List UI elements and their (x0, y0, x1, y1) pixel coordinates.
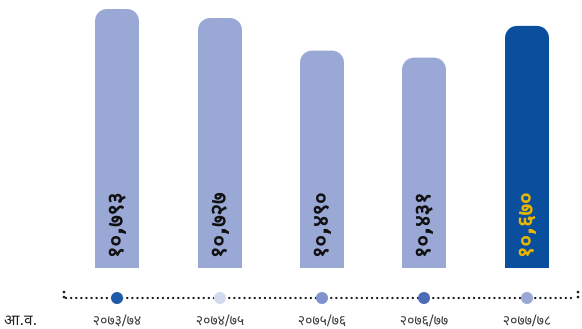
bar-0 (95, 8, 139, 269)
x-tick-label-2: २०७५/७६ (298, 313, 346, 329)
bar-1 (198, 18, 242, 268)
axis-marker-2 (316, 292, 328, 304)
axis-cap-dot (576, 295, 580, 299)
bar-base-1 (198, 254, 242, 268)
x-tick-label-1: २०७४/७५ (196, 313, 244, 329)
markers-group (111, 292, 533, 304)
bar-base-3 (402, 254, 446, 268)
tick-labels-group: २०७३/७४ २०७४/७५ २०७५/७६ २०७६/७७ २०७७/७८ (93, 313, 551, 329)
axis-cap-dot (576, 290, 580, 294)
x-axis-title: आ.व. (4, 311, 37, 329)
axis-cap-dot (62, 290, 66, 294)
bar-value-label-4: १०,६७० (514, 192, 539, 258)
bar-base-2 (300, 254, 344, 268)
bar-base-0 (95, 254, 139, 268)
bar-value-label-1: १०,७२७ (207, 192, 232, 258)
bar-4 (505, 25, 549, 268)
bar-2 (300, 50, 344, 268)
axis-marker-4 (521, 292, 533, 304)
bar-value-label-0: १०,७९३ (104, 192, 129, 258)
axis-marker-1 (214, 292, 226, 304)
bars-group: १०,७९३ १०,७२७ १०,४९० १०,४३१ १०,६७० (95, 8, 549, 269)
bar-base-4 (505, 254, 549, 268)
bar-value-label-2: १०,४९० (309, 192, 334, 258)
bar-3 (402, 57, 446, 269)
bar-value-label-3: १०,४३१ (411, 192, 436, 258)
x-tick-label-4: २०७७/७८ (503, 313, 551, 329)
axis-marker-3 (418, 292, 430, 304)
axis-marker-0 (111, 292, 123, 304)
axis-cap-dot (62, 295, 66, 299)
x-tick-label-0: २०७३/७४ (93, 313, 141, 329)
x-tick-label-3: २०७६/७७ (400, 313, 448, 329)
